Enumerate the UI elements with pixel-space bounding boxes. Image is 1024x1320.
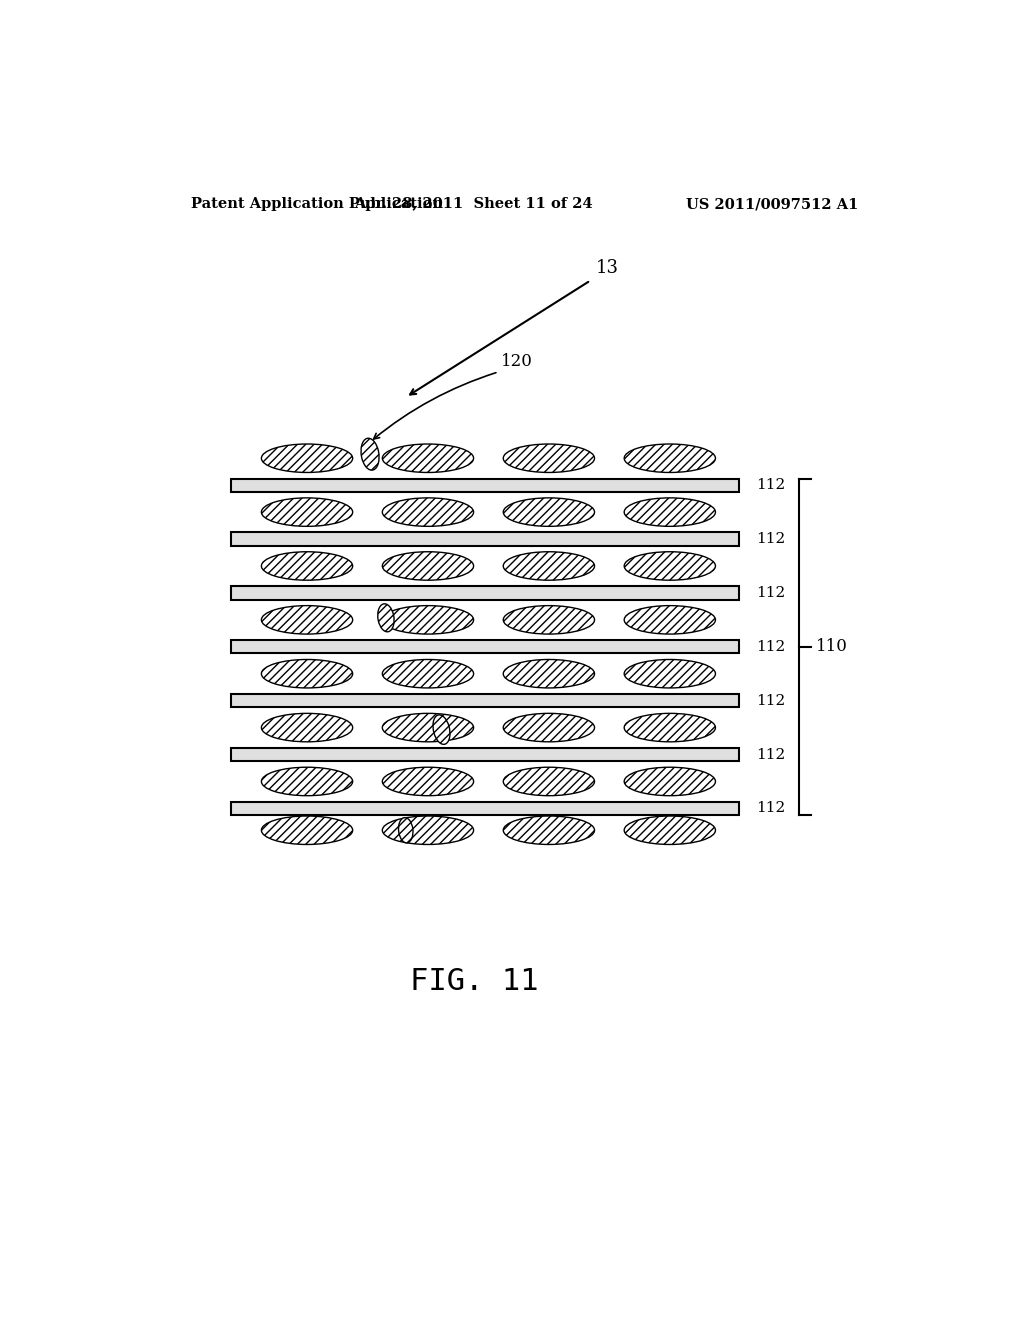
- Bar: [231, 748, 739, 762]
- Text: Patent Application Publication: Patent Application Publication: [191, 197, 443, 211]
- Ellipse shape: [625, 552, 716, 581]
- Ellipse shape: [625, 767, 716, 796]
- Bar: [231, 532, 739, 545]
- Text: 112: 112: [757, 801, 785, 816]
- Ellipse shape: [261, 606, 352, 634]
- Text: US 2011/0097512 A1: US 2011/0097512 A1: [686, 197, 858, 211]
- Ellipse shape: [261, 498, 352, 527]
- Text: 110: 110: [816, 639, 848, 655]
- Bar: [231, 479, 739, 492]
- Ellipse shape: [503, 816, 595, 845]
- Text: Apr. 28, 2011  Sheet 11 of 24: Apr. 28, 2011 Sheet 11 of 24: [354, 197, 593, 211]
- Ellipse shape: [503, 660, 595, 688]
- Ellipse shape: [503, 552, 595, 581]
- Ellipse shape: [625, 713, 716, 742]
- Text: 112: 112: [757, 586, 785, 599]
- Ellipse shape: [382, 552, 473, 581]
- Text: 13: 13: [596, 259, 620, 277]
- Ellipse shape: [261, 767, 352, 796]
- Text: FIG. 11: FIG. 11: [410, 968, 539, 997]
- Ellipse shape: [625, 444, 716, 473]
- Ellipse shape: [382, 444, 473, 473]
- Bar: [231, 640, 739, 653]
- Text: 112: 112: [757, 640, 785, 653]
- Ellipse shape: [398, 817, 413, 843]
- Ellipse shape: [625, 660, 716, 688]
- Ellipse shape: [361, 438, 379, 470]
- Text: 112: 112: [757, 532, 785, 546]
- Ellipse shape: [382, 498, 473, 527]
- Ellipse shape: [378, 603, 394, 632]
- Ellipse shape: [503, 444, 595, 473]
- Ellipse shape: [382, 606, 473, 634]
- Ellipse shape: [503, 498, 595, 527]
- Ellipse shape: [625, 498, 716, 527]
- Text: 112: 112: [757, 747, 785, 762]
- Ellipse shape: [382, 713, 473, 742]
- Ellipse shape: [382, 767, 473, 796]
- Ellipse shape: [503, 713, 595, 742]
- Ellipse shape: [503, 606, 595, 634]
- Ellipse shape: [261, 660, 352, 688]
- Ellipse shape: [625, 816, 716, 845]
- Text: 112: 112: [757, 693, 785, 708]
- Ellipse shape: [261, 552, 352, 581]
- Ellipse shape: [382, 660, 473, 688]
- Bar: [231, 694, 739, 708]
- Ellipse shape: [625, 606, 716, 634]
- Ellipse shape: [433, 715, 450, 744]
- Bar: [231, 586, 739, 599]
- Bar: [231, 801, 739, 814]
- Text: 120: 120: [501, 354, 532, 370]
- Ellipse shape: [503, 767, 595, 796]
- Ellipse shape: [261, 816, 352, 845]
- Ellipse shape: [261, 713, 352, 742]
- Ellipse shape: [382, 816, 473, 845]
- Ellipse shape: [261, 444, 352, 473]
- Text: 112: 112: [757, 478, 785, 492]
